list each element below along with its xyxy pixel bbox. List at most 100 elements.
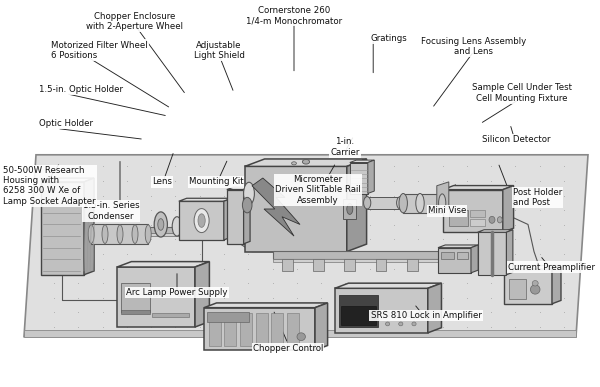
Ellipse shape <box>158 219 164 230</box>
Ellipse shape <box>244 182 254 205</box>
Ellipse shape <box>132 225 138 243</box>
Ellipse shape <box>407 312 412 317</box>
Bar <box>282 259 293 271</box>
Polygon shape <box>224 198 232 240</box>
Bar <box>256 313 268 346</box>
Ellipse shape <box>153 291 159 297</box>
Polygon shape <box>335 288 428 333</box>
Ellipse shape <box>242 197 252 213</box>
Polygon shape <box>478 232 506 275</box>
Ellipse shape <box>385 312 390 317</box>
Text: Focusing Lens Assembly
and Lens: Focusing Lens Assembly and Lens <box>421 37 527 56</box>
Ellipse shape <box>145 225 151 243</box>
Ellipse shape <box>439 194 446 212</box>
Ellipse shape <box>396 312 401 317</box>
Polygon shape <box>438 248 471 273</box>
Bar <box>152 313 189 317</box>
Bar <box>121 310 150 314</box>
Ellipse shape <box>297 333 305 341</box>
Ellipse shape <box>399 194 407 213</box>
Bar <box>224 313 236 346</box>
Text: 1-in.
Carrier: 1-in. Carrier <box>331 137 359 157</box>
Text: Current Preamplifier: Current Preamplifier <box>509 262 595 272</box>
Bar <box>403 194 442 213</box>
Ellipse shape <box>347 204 353 214</box>
Ellipse shape <box>530 285 540 294</box>
Polygon shape <box>504 269 552 304</box>
Polygon shape <box>252 178 300 236</box>
Text: Chopper Enclosure
with 2-Aperture Wheel: Chopper Enclosure with 2-Aperture Wheel <box>86 12 184 31</box>
Bar <box>376 259 386 271</box>
Ellipse shape <box>88 225 94 243</box>
Bar <box>121 283 150 312</box>
Text: Optic Holder: Optic Holder <box>39 119 93 128</box>
Bar <box>273 251 450 259</box>
Polygon shape <box>478 230 513 232</box>
Polygon shape <box>245 159 367 166</box>
Bar <box>271 313 283 346</box>
Text: Arc Lamp Power Supply: Arc Lamp Power Supply <box>126 288 228 297</box>
Bar <box>313 259 324 271</box>
Ellipse shape <box>364 197 371 209</box>
Ellipse shape <box>386 322 390 326</box>
Polygon shape <box>503 186 514 232</box>
Bar <box>87 227 315 234</box>
Bar <box>209 313 221 346</box>
Ellipse shape <box>197 217 207 236</box>
Polygon shape <box>244 187 250 244</box>
Text: Chopper Control: Chopper Control <box>253 344 323 353</box>
Polygon shape <box>471 245 478 273</box>
Text: 50-500W Research
Housing with
6258 300 W Xe of
Lamp Socket Adapter: 50-500W Research Housing with 6258 300 W… <box>3 166 95 206</box>
Polygon shape <box>368 160 374 194</box>
Polygon shape <box>227 187 250 190</box>
Bar <box>438 259 449 271</box>
Bar <box>407 259 418 271</box>
Text: Silicon Detector: Silicon Detector <box>482 135 550 144</box>
Text: Sample Cell Under Test
Cell Mounting Fixture: Sample Cell Under Test Cell Mounting Fix… <box>472 83 572 103</box>
Bar <box>87 233 315 236</box>
Bar <box>91 224 148 244</box>
Ellipse shape <box>412 322 416 326</box>
Ellipse shape <box>532 281 538 286</box>
Polygon shape <box>315 303 328 350</box>
Ellipse shape <box>177 291 183 297</box>
Bar <box>367 197 400 209</box>
Bar <box>470 219 485 226</box>
Polygon shape <box>438 245 478 248</box>
Bar <box>287 313 299 346</box>
Text: Cornerstone 260
1/4-m Monochromator: Cornerstone 260 1/4-m Monochromator <box>246 6 342 25</box>
Ellipse shape <box>198 214 205 228</box>
Text: Post Holder
and Post: Post Holder and Post <box>513 188 562 207</box>
Ellipse shape <box>102 225 108 243</box>
Ellipse shape <box>172 217 182 236</box>
Polygon shape <box>179 198 232 201</box>
Ellipse shape <box>292 162 296 165</box>
Text: Motorized Filter Wheel
6 Positions: Motorized Filter Wheel 6 Positions <box>51 41 148 60</box>
Polygon shape <box>504 265 561 269</box>
Polygon shape <box>428 283 442 333</box>
Ellipse shape <box>398 322 403 326</box>
Polygon shape <box>195 262 209 327</box>
Polygon shape <box>347 159 367 252</box>
Polygon shape <box>204 308 315 350</box>
Bar <box>457 252 468 259</box>
Ellipse shape <box>418 312 422 317</box>
Polygon shape <box>117 262 209 267</box>
Bar <box>449 210 468 226</box>
Text: SRS 810 Lock in Amplifier: SRS 810 Lock in Amplifier <box>371 311 481 320</box>
Text: 1.5-in. Optic Holder: 1.5-in. Optic Holder <box>39 84 123 94</box>
Text: Mini Vise: Mini Vise <box>428 206 466 216</box>
Ellipse shape <box>154 212 167 237</box>
Ellipse shape <box>165 291 171 297</box>
Ellipse shape <box>194 209 209 233</box>
Ellipse shape <box>184 216 195 237</box>
Bar <box>240 313 252 346</box>
Text: 1.5-in. Series
Condenser: 1.5-in. Series Condenser <box>83 201 139 221</box>
Ellipse shape <box>397 197 404 209</box>
Bar <box>343 199 356 219</box>
Polygon shape <box>179 201 224 240</box>
Bar <box>273 259 450 262</box>
Ellipse shape <box>117 225 123 243</box>
Polygon shape <box>227 190 244 244</box>
Polygon shape <box>117 267 195 327</box>
